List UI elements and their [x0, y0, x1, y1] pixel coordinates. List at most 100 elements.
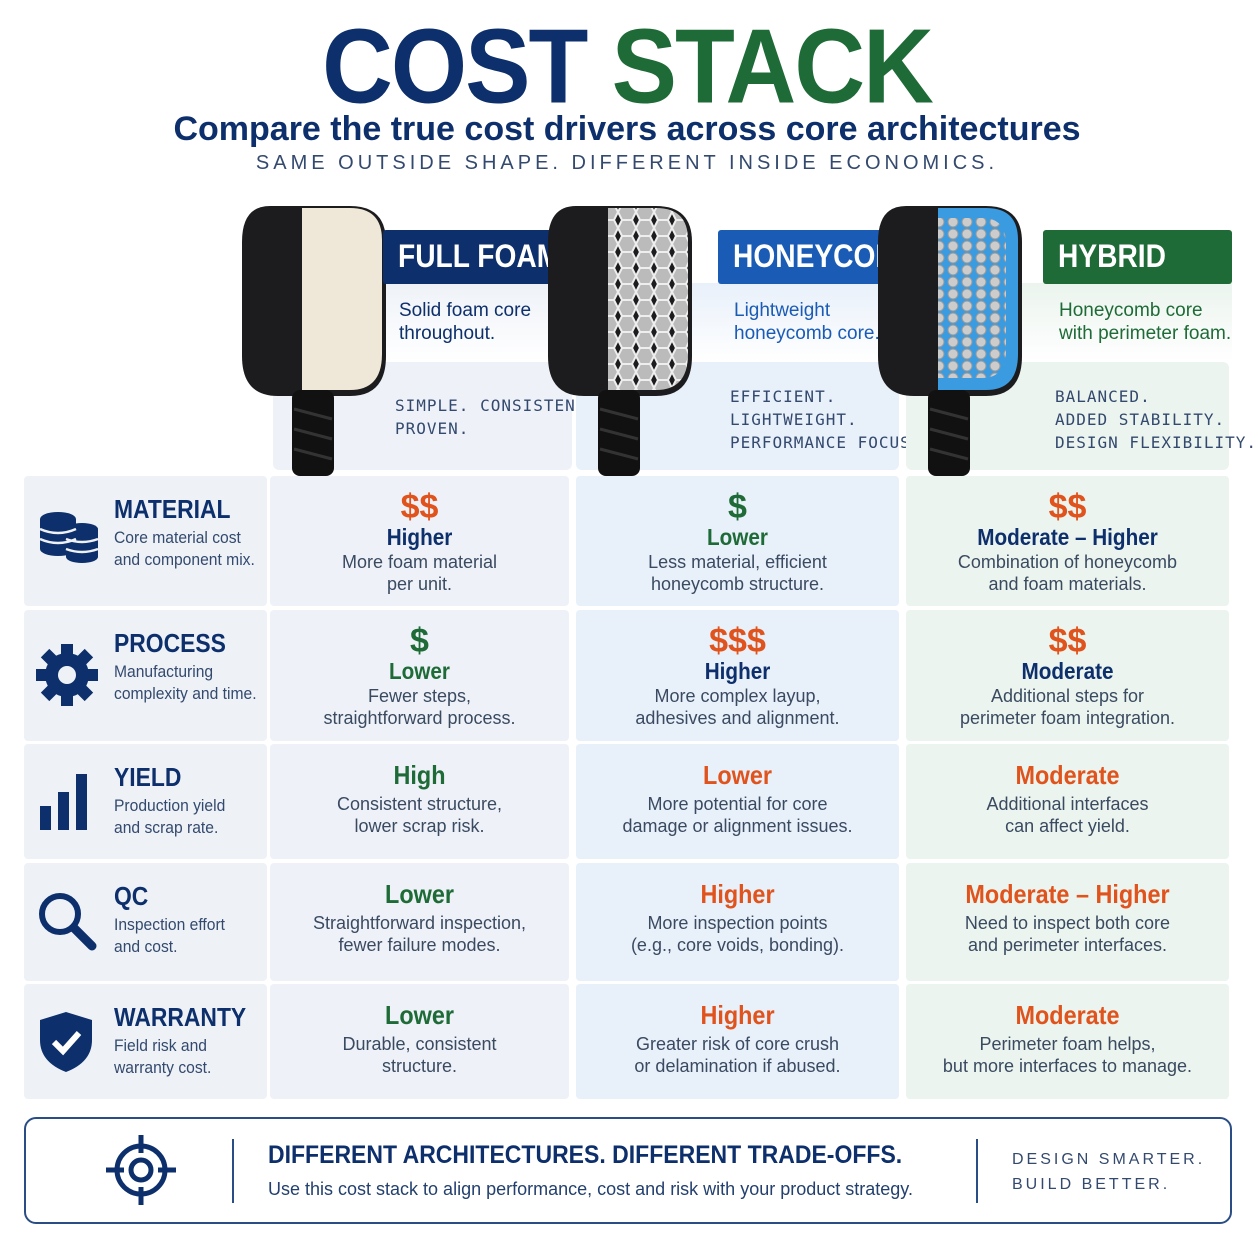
cost-cell: $$$ Higher More complex layup, adhesives an…	[576, 610, 899, 741]
cost-cell: Lower Durable, consistent structure.	[270, 984, 569, 1099]
cost-symbol: $	[728, 488, 747, 526]
row-description: Manufacturing	[114, 662, 214, 681]
row-description: Inspection effort	[114, 915, 226, 934]
rating-note: Need to inspect both core	[964, 913, 1171, 933]
cost-cell: High Consistent structure, lower scrap ris…	[270, 744, 569, 859]
architecture-trait: LIGHTWEIGHT.	[730, 410, 858, 429]
row-icon-svg	[36, 643, 98, 706]
row-name: WARRANTY	[114, 1002, 247, 1032]
rating: Lower	[385, 1000, 454, 1030]
description-box	[986, 283, 1232, 362]
row-icon	[34, 1008, 102, 1081]
footer-headline: DIFFERENT ARCHITECTURES. DIFFERENT TRADE…	[268, 1141, 903, 1169]
architecture-tag	[1043, 230, 1232, 284]
rating-note: Perimeter foam helps,	[979, 1034, 1156, 1054]
footer-text: Use this cost stack to align performance…	[268, 1179, 913, 1199]
row-description: and component mix.	[114, 550, 255, 569]
paddle-image	[876, 204, 1026, 484]
rating-note: or delamination if abused.	[634, 1056, 841, 1076]
cost-cell: Moderate Perimeter foam helps, but more in…	[906, 984, 1229, 1099]
cost-cell: $$ Higher More foam material per unit.	[270, 476, 569, 606]
architecture-trait: PERFORMANCE FOCUS.	[730, 433, 922, 452]
row-name: PROCESS	[114, 628, 226, 658]
row-description: warranty cost.	[114, 1058, 212, 1077]
rating: Moderate	[1015, 760, 1120, 790]
cost-cell: $ Lower Fewer steps, straightforward proces…	[270, 610, 569, 741]
architecture-tag	[383, 230, 566, 284]
title-second: STACK	[611, 6, 934, 126]
row-icon	[34, 768, 102, 841]
rating-note: and perimeter interfaces.	[967, 935, 1168, 955]
architecture-description: with perimeter foam.	[1059, 323, 1232, 344]
paddle-image-svg	[548, 206, 692, 476]
rating-note: Straightforward inspection,	[312, 913, 527, 933]
row-icon-svg	[40, 1011, 92, 1072]
architecture-trait: EFFICIENT.	[730, 387, 837, 406]
target-icon	[106, 1135, 176, 1205]
rating: Lower	[703, 760, 772, 790]
rating-note: honeycomb structure.	[650, 574, 825, 594]
footer-slogan: DESIGN SMARTER.	[1012, 1151, 1206, 1168]
rating-note: fewer failure modes.	[338, 935, 501, 955]
architecture-name: FULL FOAM	[398, 238, 561, 274]
rating-note: and foam materials.	[988, 574, 1147, 594]
rating-note: structure.	[381, 1056, 458, 1076]
architecture-description: throughout.	[399, 323, 496, 344]
rating: Moderate	[1015, 1000, 1120, 1030]
architecture-name: HYBRID	[1058, 238, 1166, 274]
rating: Higher	[700, 879, 775, 909]
cost-symbol: $$	[400, 488, 439, 526]
row-name: YIELD	[114, 762, 182, 792]
footer-slogan: BUILD BETTER.	[1012, 1176, 1171, 1193]
rating: Lower	[389, 658, 450, 684]
rating: Moderate – Higher	[977, 524, 1158, 550]
row-description: Field risk and	[114, 1036, 208, 1055]
rating-note: More complex layup,	[654, 686, 821, 706]
rating: Higher	[386, 524, 453, 550]
architecture-trait: ADDED STABILITY.	[1055, 410, 1226, 429]
description-box	[656, 283, 902, 362]
cost-cell: $$ Moderate – Higher Combination of honeyc…	[906, 476, 1229, 606]
architecture-tag	[718, 230, 898, 284]
divider	[976, 1139, 978, 1203]
row-description: Core material cost	[114, 528, 241, 547]
rating: Moderate – Higher	[965, 879, 1170, 909]
rating-note: Additional steps for	[990, 686, 1145, 706]
rating: Moderate	[1021, 658, 1114, 684]
row-label-cell	[24, 863, 267, 981]
row-icon	[34, 642, 102, 715]
row-description: and cost.	[114, 937, 178, 956]
rating-note: per unit.	[386, 574, 453, 594]
paddle-image-svg	[878, 206, 1022, 476]
cost-symbol: $	[410, 622, 429, 660]
rating-note: (e.g., core voids, bonding).	[630, 935, 845, 955]
architecture-description: Honeycomb core	[1059, 300, 1203, 321]
row-icon-svg	[39, 893, 97, 951]
cost-cell: Moderate – Higher Need to inspect both co…	[906, 863, 1229, 981]
architecture-trait: DESIGN FLEXIBILITY.	[1055, 433, 1254, 452]
cost-cell: Lower More potential for core damage or al…	[576, 744, 899, 859]
row-description: Production yield	[114, 796, 226, 815]
cost-cell: $$ Moderate Additional steps for perimeter …	[906, 610, 1229, 741]
paddle-image-svg	[242, 206, 386, 476]
title: COST STACK	[0, 5, 1254, 127]
rating-note: straightforward process.	[323, 708, 516, 728]
row-icon	[34, 507, 102, 580]
rating-note: More foam material	[341, 552, 498, 572]
rating-note: More inspection points	[647, 913, 828, 933]
tagline: SAME OUTSIDE SHAPE. DIFFERENT INSIDE ECO…	[255, 152, 999, 174]
row-icon-svg	[40, 773, 87, 830]
rating-note: can affect yield.	[1005, 816, 1130, 836]
rating-note: damage or alignment issues.	[622, 816, 853, 836]
paddle-image	[546, 204, 696, 484]
cost-cell: $ Lower Less material, efficient honeycomb …	[576, 476, 899, 606]
architecture-description: Lightweight	[734, 300, 831, 321]
rating-note: Less material, efficient	[648, 552, 827, 572]
architecture-trait: SIMPLE. CONSISTENT.	[395, 396, 598, 415]
paddle-image	[240, 204, 390, 484]
architecture-description: honeycomb core.	[734, 323, 880, 344]
subtitle: Compare the true cost drivers across cor…	[173, 110, 1081, 148]
row-name: QC	[114, 881, 149, 911]
description-box	[350, 283, 572, 362]
